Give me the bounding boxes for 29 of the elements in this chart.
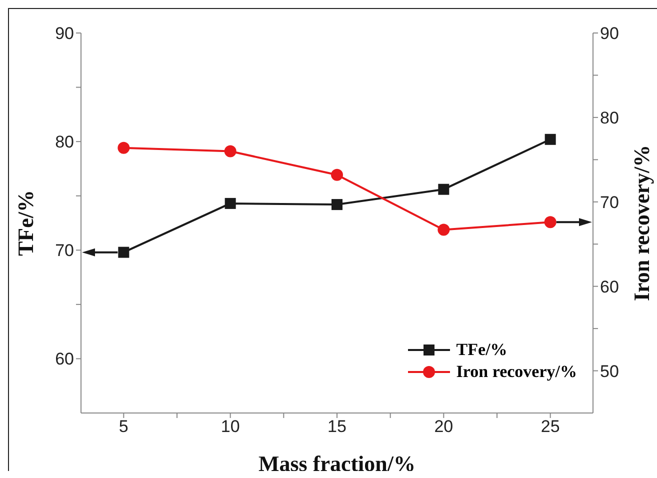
point [331,168,343,181]
y2-tick-label: 80 [600,108,619,128]
point [118,246,130,258]
y-tick-label: 90 [55,24,74,44]
point [224,145,236,158]
x-tick-label: 10 [220,417,240,436]
point [224,198,236,209]
y2-axis-title: Iron recovery/% [629,144,654,302]
x-tick-label: 5 [118,417,128,436]
x-tick-label: 25 [540,417,560,436]
y-tick-label: 70 [55,241,74,260]
point [544,216,556,228]
legend-label: Iron recovery/% [456,362,577,382]
y2-tick-label: 70 [600,192,619,212]
point [332,199,342,210]
y-axis-title: TFe/% [13,190,38,256]
x-tick-label: 15 [328,417,346,436]
point [544,134,556,145]
y-tick-label: 60 [55,350,74,369]
y2-tick-label: 60 [600,277,619,296]
x-tick-label: 20 [434,417,454,436]
point [438,224,450,236]
y2-tick-label: 50 [600,362,619,381]
x-axis-title: Mass fraction/% [258,451,416,476]
point [118,142,130,154]
y2-tick-label: 90 [600,24,619,44]
y-tick-label: 80 [55,132,74,152]
point [438,184,450,195]
legend-label: TFe/% [456,340,508,360]
